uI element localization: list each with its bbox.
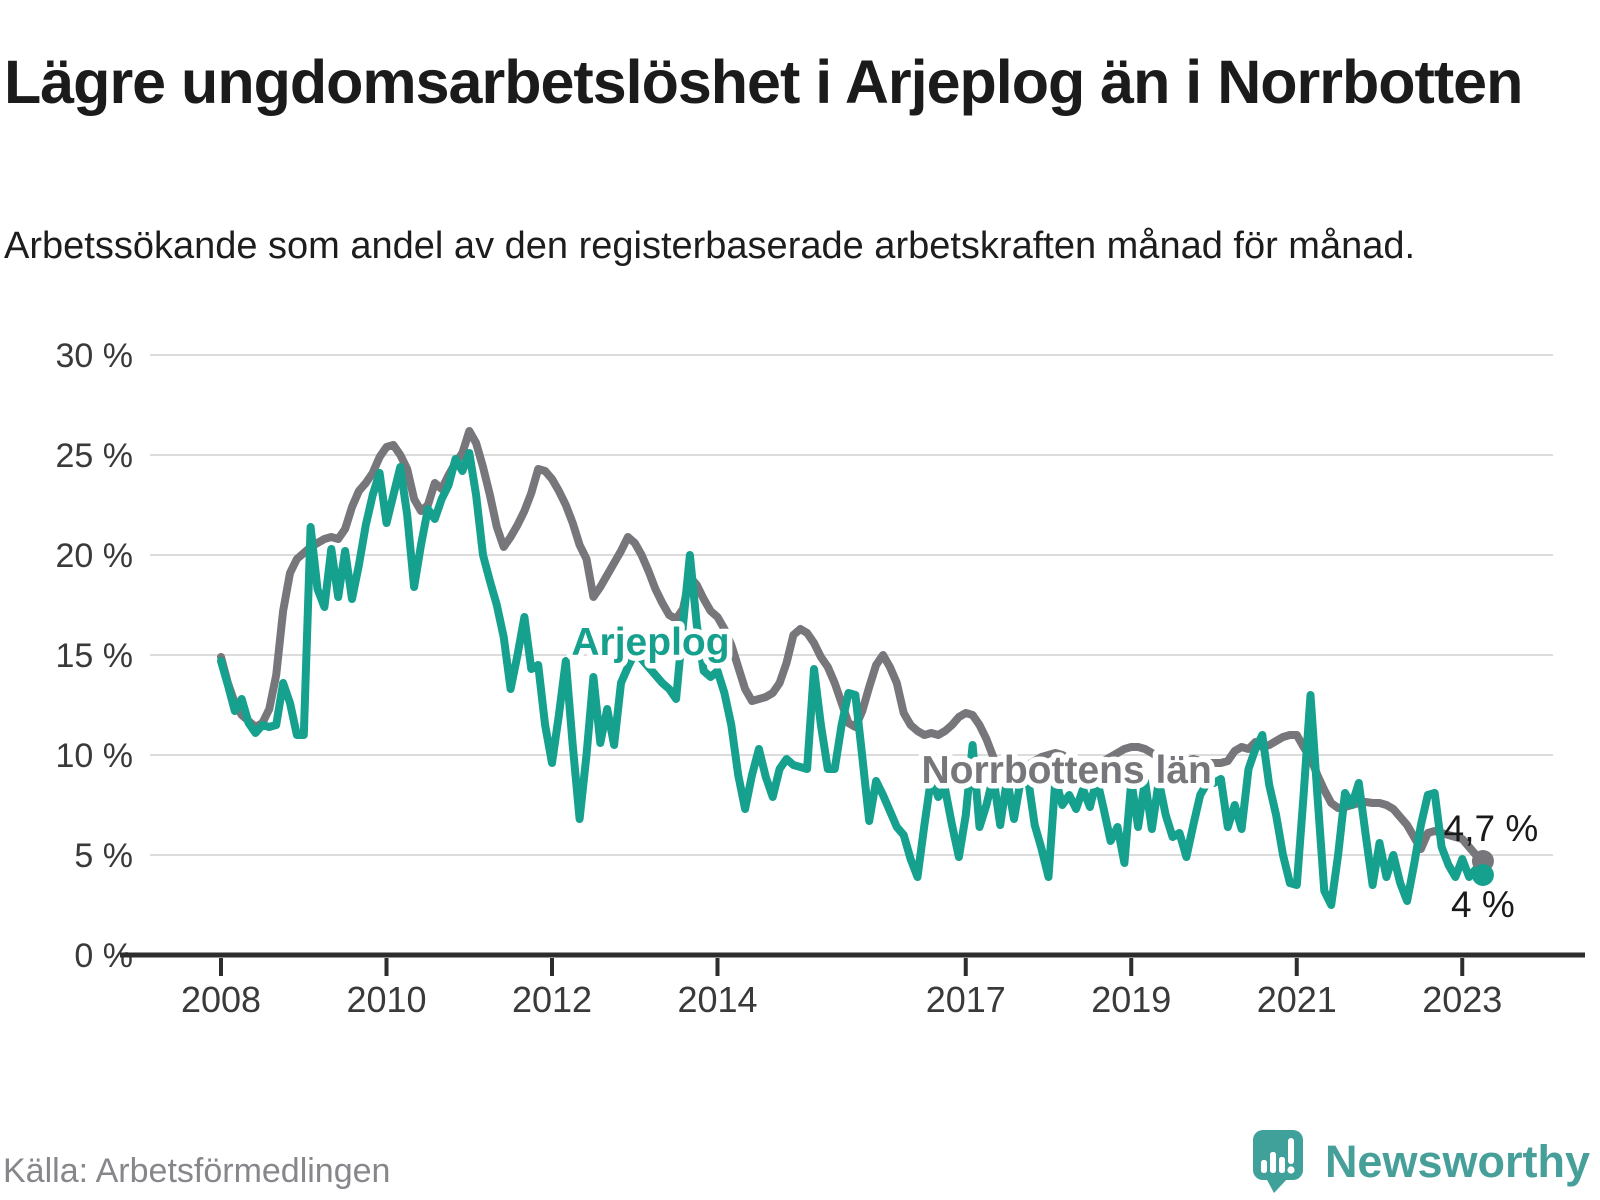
y-tick-label: 20 % bbox=[56, 537, 134, 575]
y-tick-label: 5 % bbox=[74, 837, 133, 875]
end-value-label: 4 % bbox=[1451, 884, 1515, 925]
series-line-norrbottens-l-n bbox=[217, 427, 1487, 865]
x-tick-label: 2008 bbox=[181, 979, 261, 1020]
source-note: Källa: Arbetsförmedlingen bbox=[3, 1152, 391, 1190]
x-tick-label: 2017 bbox=[926, 979, 1006, 1020]
brand-name: Newsworthy bbox=[1324, 1136, 1590, 1187]
end-dot-arjeplog bbox=[1471, 864, 1494, 886]
series-label-norrbottens-l-n: Norrbottens län bbox=[922, 749, 1212, 792]
x-tick-label: 2023 bbox=[1422, 979, 1502, 1020]
chart-title: Lägre ungdomsarbetslöshet i Arjeplog än … bbox=[4, 47, 1523, 116]
y-tick-label: 30 % bbox=[56, 337, 134, 375]
end-value-label: 4,7 % bbox=[1444, 808, 1539, 849]
newsworthy-bubble-icon bbox=[1252, 1130, 1303, 1193]
x-tick-label: 2021 bbox=[1257, 979, 1337, 1020]
x-tick-label: 2014 bbox=[677, 979, 757, 1020]
y-tick-label: 10 % bbox=[56, 737, 134, 775]
chart-subtitle: Arbetssökande som andel av den registerb… bbox=[4, 225, 1416, 267]
y-tick-label: 15 % bbox=[56, 637, 134, 675]
x-tick-label: 2010 bbox=[346, 979, 426, 1020]
series-label-arjeplog: Arjeplog bbox=[571, 621, 729, 664]
x-tick-label: 2012 bbox=[512, 979, 592, 1020]
brand-logo: Newsworthy bbox=[1252, 1130, 1590, 1194]
x-tick-label: 2019 bbox=[1091, 979, 1171, 1020]
y-tick-label: 25 % bbox=[56, 437, 134, 475]
series-line-arjeplog bbox=[217, 449, 1487, 909]
